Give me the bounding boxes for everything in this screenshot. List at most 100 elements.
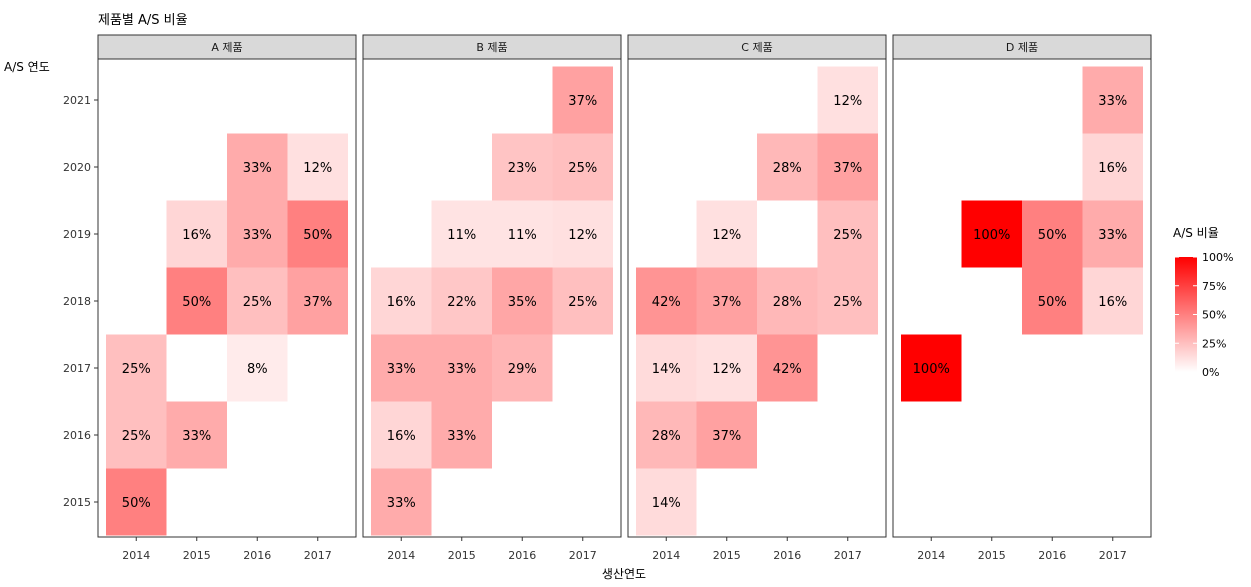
cell-value-label: 16% [1098, 295, 1127, 310]
cell-value-label: 11% [508, 228, 537, 243]
legend: A/S 비율 100% 75% 50% 25% 0% [1173, 226, 1233, 379]
cell-value-label: 25% [243, 295, 272, 310]
heatmap-cell [636, 334, 697, 402]
heatmap-cell [492, 133, 553, 201]
chart-title: 제품별 A/S 비율 [98, 13, 188, 28]
cell-value-label: 12% [833, 94, 862, 109]
cell-value-label: 33% [182, 429, 211, 444]
facet-strip [362, 34, 622, 60]
facet-panel: B 제품 33% 16% 33% 33% 33% 29% 16% 22% 35% 25% 11% 11%… [362, 34, 622, 562]
heatmap-cell [636, 267, 697, 335]
panel-border [892, 58, 1152, 538]
cell-value-label: 50% [182, 295, 211, 310]
panel-border [627, 58, 887, 538]
cell-value-label: 16% [387, 295, 416, 310]
legend-tick-label: 0% [1202, 366, 1219, 379]
cell-value-label: 16% [182, 228, 211, 243]
cell-value-label: 29% [508, 362, 537, 377]
facet-panel: D 제품 100% 50% 16% 100% 50% 33% 16% 33% 2014 2015 20… [892, 34, 1152, 562]
cell-value-label: 33% [447, 429, 476, 444]
cell-value-label: 16% [1098, 161, 1127, 176]
heatmap-cell [227, 334, 288, 402]
cell-value-label: 42% [773, 362, 802, 377]
cell-value-label: 8% [247, 362, 268, 377]
heatmap-cell [431, 200, 492, 268]
x-tick-label: 2017 [1099, 549, 1127, 562]
cell-value-label: 50% [303, 228, 332, 243]
cell-value-label: 33% [1098, 94, 1127, 109]
cell-value-label: 25% [122, 429, 151, 444]
cell-value-label: 33% [387, 362, 416, 377]
cell-value-label: 25% [568, 295, 597, 310]
y-tick-label: 2015 [63, 496, 91, 509]
cell-value-label: 50% [122, 496, 151, 511]
heatmap-cell [636, 468, 697, 536]
heatmap-cell [696, 267, 757, 335]
legend-tick-label: 50% [1202, 309, 1226, 322]
cell-value-label: 23% [508, 161, 537, 176]
heatmap-cell [166, 267, 227, 335]
heatmap-cell [757, 267, 818, 335]
cell-value-label: 100% [973, 228, 1010, 243]
x-tick-label: 2017 [834, 549, 862, 562]
cell-value-label: 22% [447, 295, 476, 310]
cell-value-label: 33% [243, 228, 272, 243]
heatmap-cell [757, 133, 818, 201]
x-axis-title: 생산연도 [602, 567, 646, 581]
heatmap-cell [431, 267, 492, 335]
heatmap-cell [1082, 267, 1143, 335]
panel-border [362, 58, 622, 538]
heatmap-cell [106, 468, 167, 536]
heatmap-cell [636, 401, 697, 469]
heatmap-cell [492, 200, 553, 268]
cell-value-label: 28% [773, 295, 802, 310]
x-tick-label: 2015 [713, 549, 741, 562]
heatmap-cell [552, 200, 613, 268]
heatmap-cell [1082, 200, 1143, 268]
facet-panels: A 제품 50% 25% 33% 25% 8% 50% 25% 37% 16% 33% 50% 33% 1… [97, 34, 1152, 562]
cell-value-label: 33% [387, 496, 416, 511]
x-tick-label: 2016 [243, 549, 271, 562]
cell-value-label: 37% [833, 161, 862, 176]
cell-value-label: 42% [652, 295, 681, 310]
cell-value-label: 25% [122, 362, 151, 377]
heatmap-cell [166, 200, 227, 268]
cell-value-label: 12% [568, 228, 597, 243]
heatmap-cell [371, 334, 432, 402]
heatmap-cell [106, 401, 167, 469]
heatmap-cell [696, 200, 757, 268]
y-tick-label: 2021 [63, 94, 91, 107]
x-tick-label: 2017 [569, 549, 597, 562]
heatmap-cell [227, 200, 288, 268]
y-axis-title: A/S 연도 [4, 60, 50, 74]
cell-value-label: 33% [447, 362, 476, 377]
cell-value-label: 37% [712, 295, 741, 310]
heatmap-cell [371, 401, 432, 469]
y-tick-label: 2018 [63, 295, 91, 308]
legend-tick-label: 75% [1202, 280, 1226, 293]
heatmap-cell [1022, 200, 1083, 268]
cell-value-label: 28% [652, 429, 681, 444]
heatmap-cell [552, 133, 613, 201]
heatmap-cell [696, 334, 757, 402]
y-tick-label: 2020 [63, 161, 91, 174]
heatmap-cell [106, 334, 167, 402]
heatmap-cell [817, 267, 878, 335]
heatmap-cell [696, 401, 757, 469]
legend-title: A/S 비율 [1173, 226, 1219, 240]
y-tick-label: 2019 [63, 228, 91, 241]
x-tick-label: 2015 [183, 549, 211, 562]
heatmap-cell [1082, 133, 1143, 201]
cell-value-label: 100% [913, 362, 950, 377]
cell-value-label: 35% [508, 295, 537, 310]
cell-value-label: 12% [712, 362, 741, 377]
x-tick-label: 2016 [1038, 549, 1066, 562]
cell-value-label: 25% [568, 161, 597, 176]
heatmap-cell [227, 267, 288, 335]
cell-value-label: 28% [773, 161, 802, 176]
facet-strip [627, 34, 887, 60]
legend-colorbar [1175, 257, 1197, 372]
cell-value-label: 37% [303, 295, 332, 310]
heatmap-cell [227, 133, 288, 201]
